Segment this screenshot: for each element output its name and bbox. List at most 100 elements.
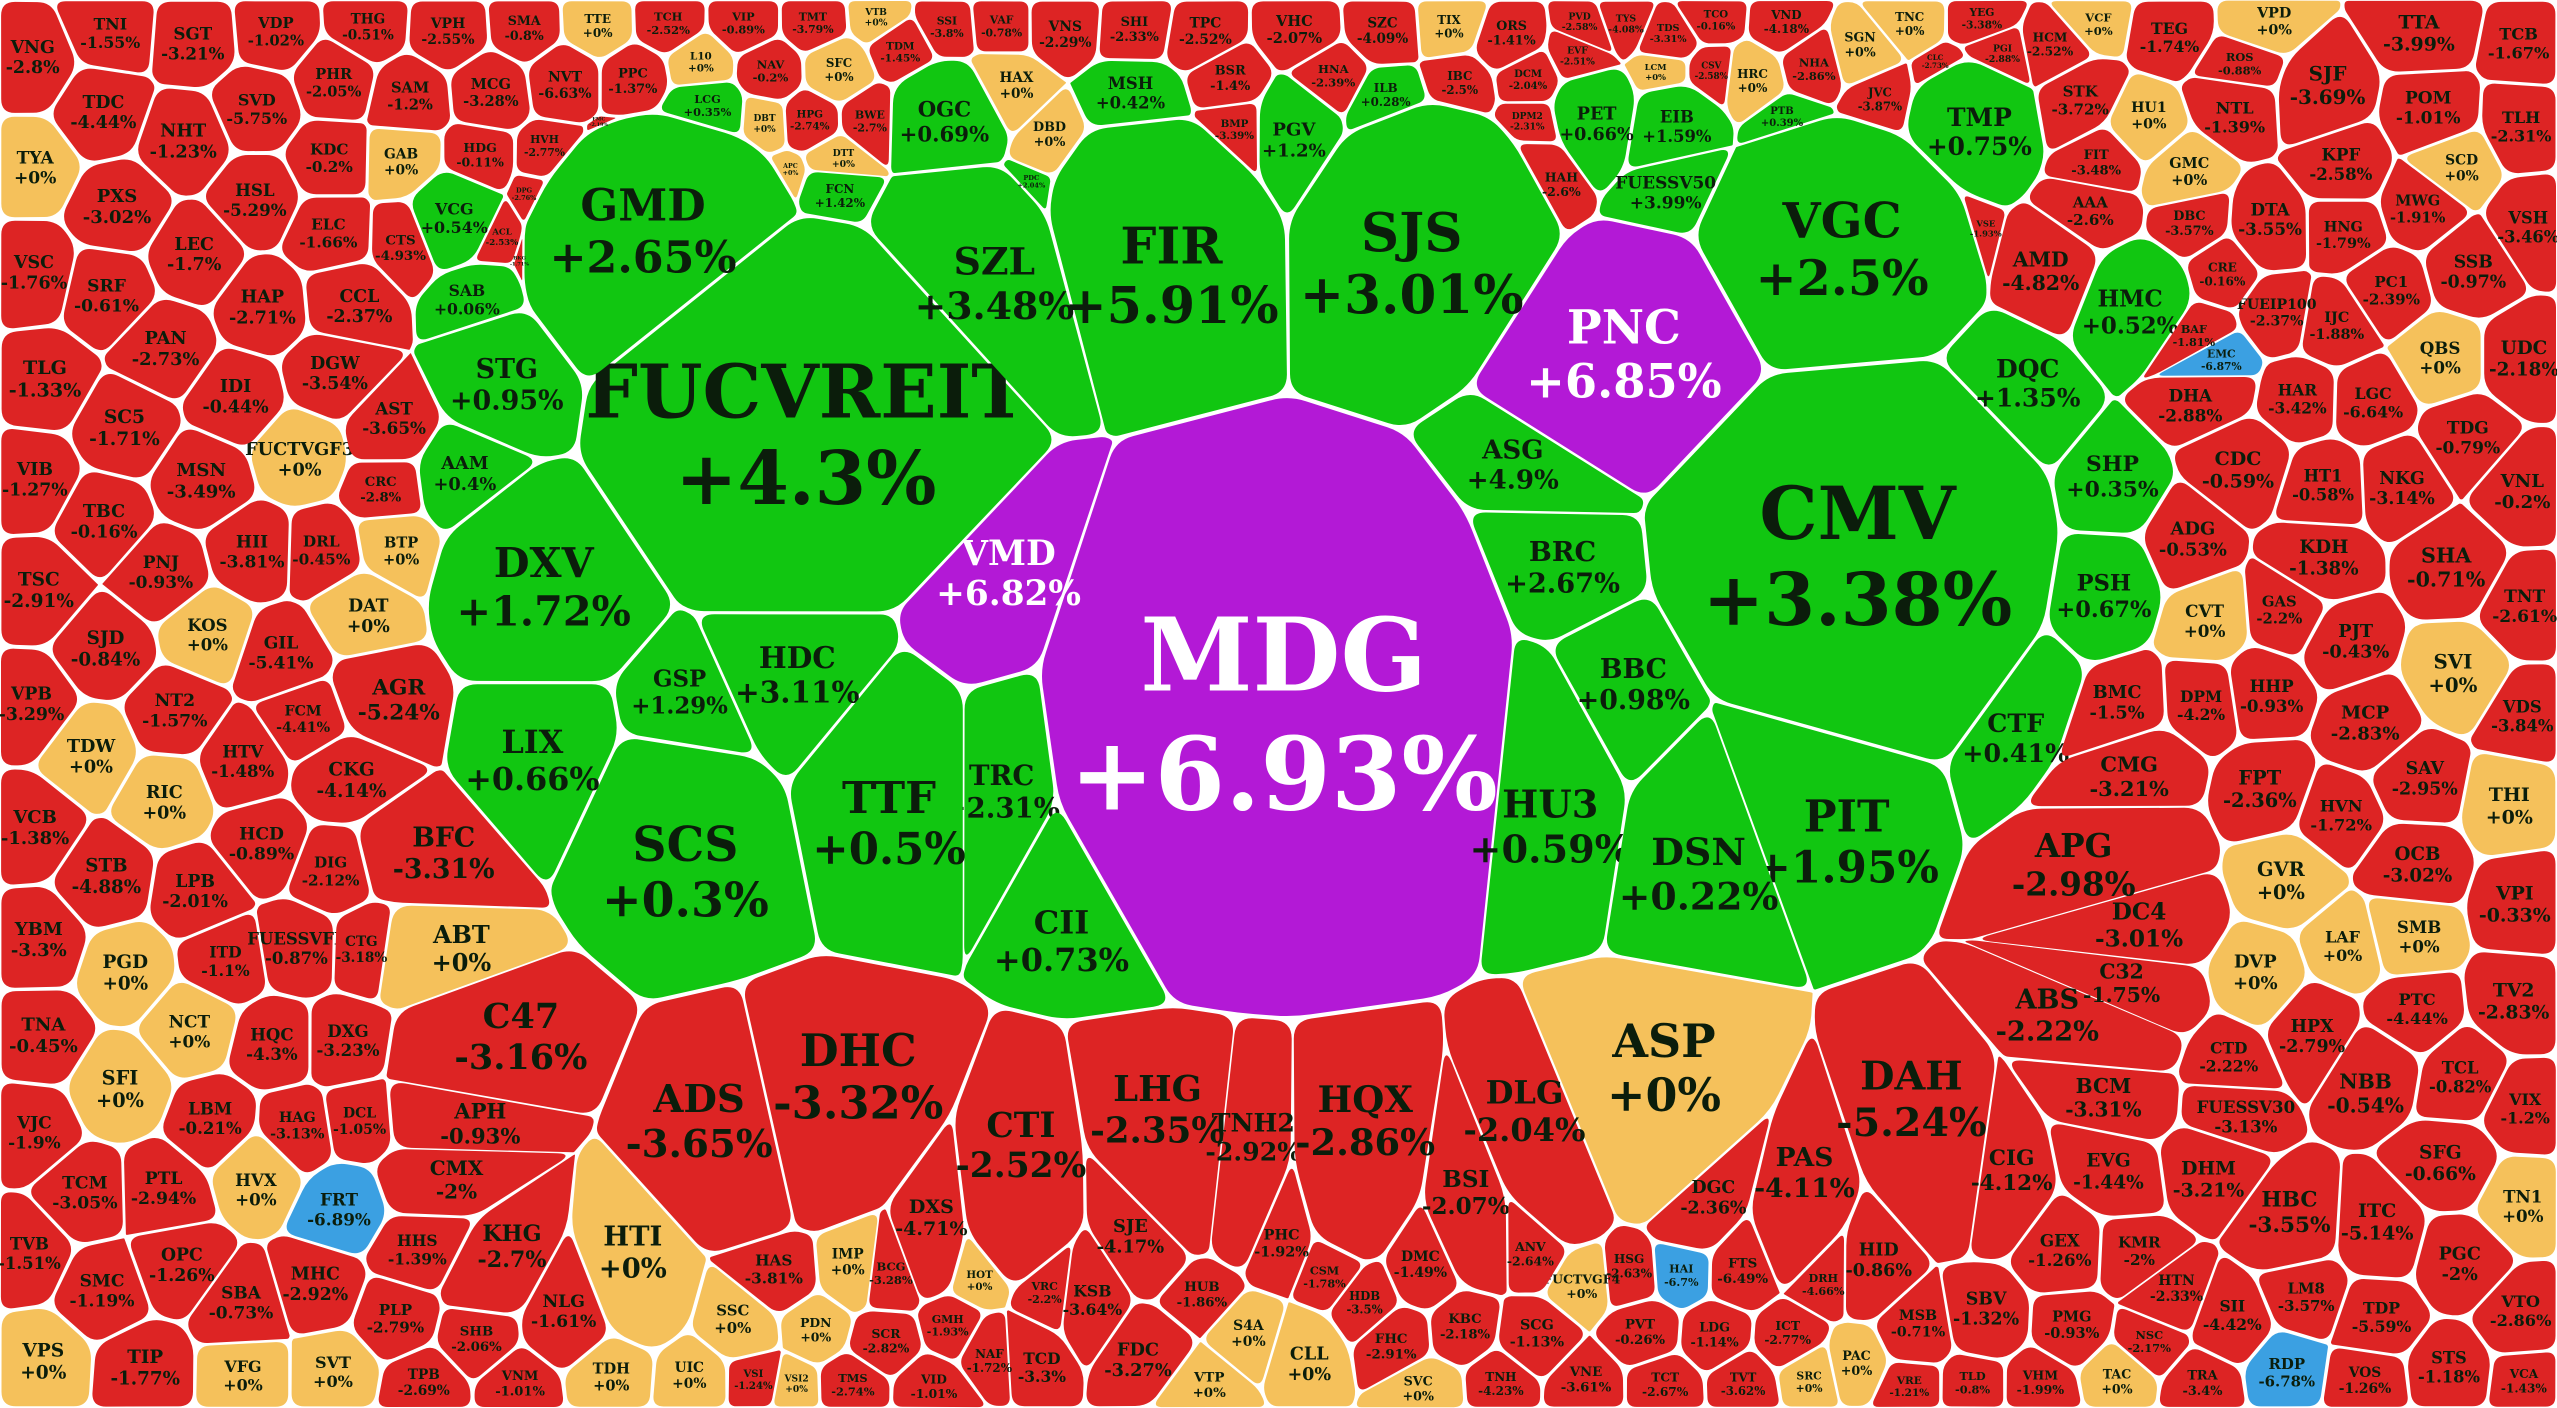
- cell-shape[interactable]: [2144, 302, 2237, 378]
- cell-shape[interactable]: [2417, 394, 2522, 500]
- cell-shape[interactable]: [57, 1, 154, 73]
- cell-shape[interactable]: [1947, 0, 2027, 44]
- cell-shape[interactable]: [2208, 921, 2305, 1025]
- cell-shape[interactable]: [601, 44, 668, 115]
- cell-shape[interactable]: [1293, 1241, 1361, 1311]
- cell-shape[interactable]: [2181, 1086, 2308, 1153]
- cell-shape[interactable]: [1353, 1307, 1429, 1390]
- cell-shape[interactable]: [2011, 1060, 2179, 1140]
- cell-shape[interactable]: [790, 651, 963, 976]
- cell-shape[interactable]: [1264, 1302, 1356, 1407]
- cell-shape[interactable]: [2141, 131, 2241, 206]
- cell-shape[interactable]: [1, 1083, 82, 1189]
- cell-vpi[interactable]: VPI-0.33%: [2467, 851, 2556, 954]
- cell-shape[interactable]: [232, 601, 333, 702]
- cell-shape[interactable]: [893, 1354, 984, 1408]
- cell-shape[interactable]: [2363, 972, 2464, 1053]
- cell-tld[interactable]: TLD-0.8%: [1942, 1354, 2004, 1407]
- cell-shape[interactable]: [2100, 1215, 2196, 1299]
- cell-shape[interactable]: [1677, 1, 1747, 44]
- cell-shape[interactable]: [282, 197, 371, 271]
- cell-shape[interactable]: [1031, 1, 1099, 78]
- cell-shape[interactable]: [806, 136, 889, 177]
- cell-shape[interactable]: [1606, 717, 1807, 987]
- cell-shape[interactable]: [1, 1309, 91, 1407]
- cell-shape[interactable]: [2179, 1014, 2283, 1089]
- cell-shape[interactable]: [2363, 435, 2454, 543]
- cell-shape[interactable]: [102, 523, 209, 622]
- cell-shape[interactable]: [514, 239, 523, 281]
- cell-shape[interactable]: [474, 1348, 564, 1407]
- cell-shape[interactable]: [2299, 890, 2380, 994]
- cell-shape[interactable]: [2407, 131, 2502, 211]
- cell-shape[interactable]: [54, 818, 154, 927]
- cell-shape[interactable]: [310, 573, 427, 656]
- cell-shape[interactable]: [2408, 1318, 2490, 1407]
- cell-shape[interactable]: [419, 424, 533, 529]
- cell-shape[interactable]: [2477, 1156, 2556, 1258]
- cell-shape[interactable]: [516, 119, 584, 176]
- cell-shape[interactable]: [2029, 178, 2144, 249]
- cell-shape[interactable]: [1548, 31, 1621, 78]
- cell-shape[interactable]: [53, 68, 155, 161]
- cell-shape[interactable]: [1547, 1243, 1608, 1332]
- cell-shape[interactable]: [477, 201, 522, 263]
- cell-shape[interactable]: [816, 1214, 878, 1312]
- cell-shape[interactable]: [2479, 549, 2556, 661]
- cell-shape[interactable]: [380, 905, 568, 1009]
- cell-shape[interactable]: [635, 1, 705, 53]
- cell-shape[interactable]: [961, 1312, 1010, 1406]
- cell-shape[interactable]: [64, 159, 172, 251]
- cell-crc[interactable]: CRC-2.8%: [339, 462, 421, 518]
- cell-shape[interactable]: [2080, 1344, 2157, 1407]
- cell-shape[interactable]: [1873, 1362, 1940, 1407]
- cell-shape[interactable]: [138, 88, 229, 196]
- cell-shape[interactable]: [1599, 1, 1654, 60]
- cell-shape[interactable]: [2379, 71, 2480, 155]
- cell-shape[interactable]: [234, 1, 320, 70]
- cell-shape[interactable]: [2181, 77, 2278, 162]
- cell-shape[interactable]: [1431, 1291, 1500, 1365]
- cell-shape[interactable]: [2309, 1027, 2419, 1150]
- cell-shape[interactable]: [774, 1354, 819, 1407]
- cell-shape[interactable]: [1862, 1, 1945, 60]
- cell-shape[interactable]: [2061, 650, 2164, 756]
- cell-shape[interactable]: [291, 1330, 379, 1407]
- cell-shape[interactable]: [306, 264, 413, 350]
- cell-shape[interactable]: [1167, 1, 1249, 71]
- cell-shape[interactable]: [451, 52, 530, 129]
- cell-shape[interactable]: [1331, 1261, 1397, 1342]
- cell-shape[interactable]: [2380, 158, 2468, 251]
- cell-shape[interactable]: [1779, 1347, 1838, 1407]
- cell-shape[interactable]: [2276, 439, 2363, 525]
- cell-shape[interactable]: [377, 1149, 566, 1216]
- cell-shape[interactable]: [415, 264, 524, 340]
- cell-shape[interactable]: [2373, 728, 2471, 823]
- cell-shape[interactable]: [152, 1, 235, 88]
- cell-shape[interactable]: [2425, 214, 2527, 318]
- cell-shape[interactable]: [2299, 764, 2384, 868]
- cell-shape[interactable]: [390, 1083, 594, 1153]
- cell-shape[interactable]: [2239, 271, 2312, 358]
- cell-shape[interactable]: [289, 503, 360, 601]
- cell-shape[interactable]: [1990, 203, 2096, 335]
- cell-shape[interactable]: [2054, 400, 2173, 533]
- cell-vos[interactable]: VOS-1.26%: [2323, 1348, 2408, 1407]
- cell-shape[interactable]: [1, 536, 99, 646]
- cell-shape[interactable]: [2245, 1332, 2328, 1407]
- cell-shape[interactable]: [2010, 1195, 2100, 1293]
- cell-shape[interactable]: [2472, 1260, 2556, 1353]
- cell-hsg[interactable]: HSG-2.63%: [1604, 1226, 1655, 1306]
- cell-shape[interactable]: [2072, 239, 2190, 397]
- cell-shape[interactable]: [440, 1154, 575, 1313]
- cell-shape[interactable]: [2219, 1142, 2340, 1270]
- cell-shape[interactable]: [1626, 1355, 1704, 1407]
- cell-shape[interactable]: [1965, 940, 2210, 1033]
- cell-shape[interactable]: [2369, 898, 2470, 975]
- cell-shape[interactable]: [1, 990, 96, 1084]
- cell-shape[interactable]: [124, 1138, 216, 1235]
- cell-shape[interactable]: [2146, 193, 2230, 257]
- cell-shape[interactable]: [2278, 16, 2380, 145]
- cell-shape[interactable]: [2344, 0, 2483, 72]
- cell-shape[interactable]: [229, 995, 309, 1090]
